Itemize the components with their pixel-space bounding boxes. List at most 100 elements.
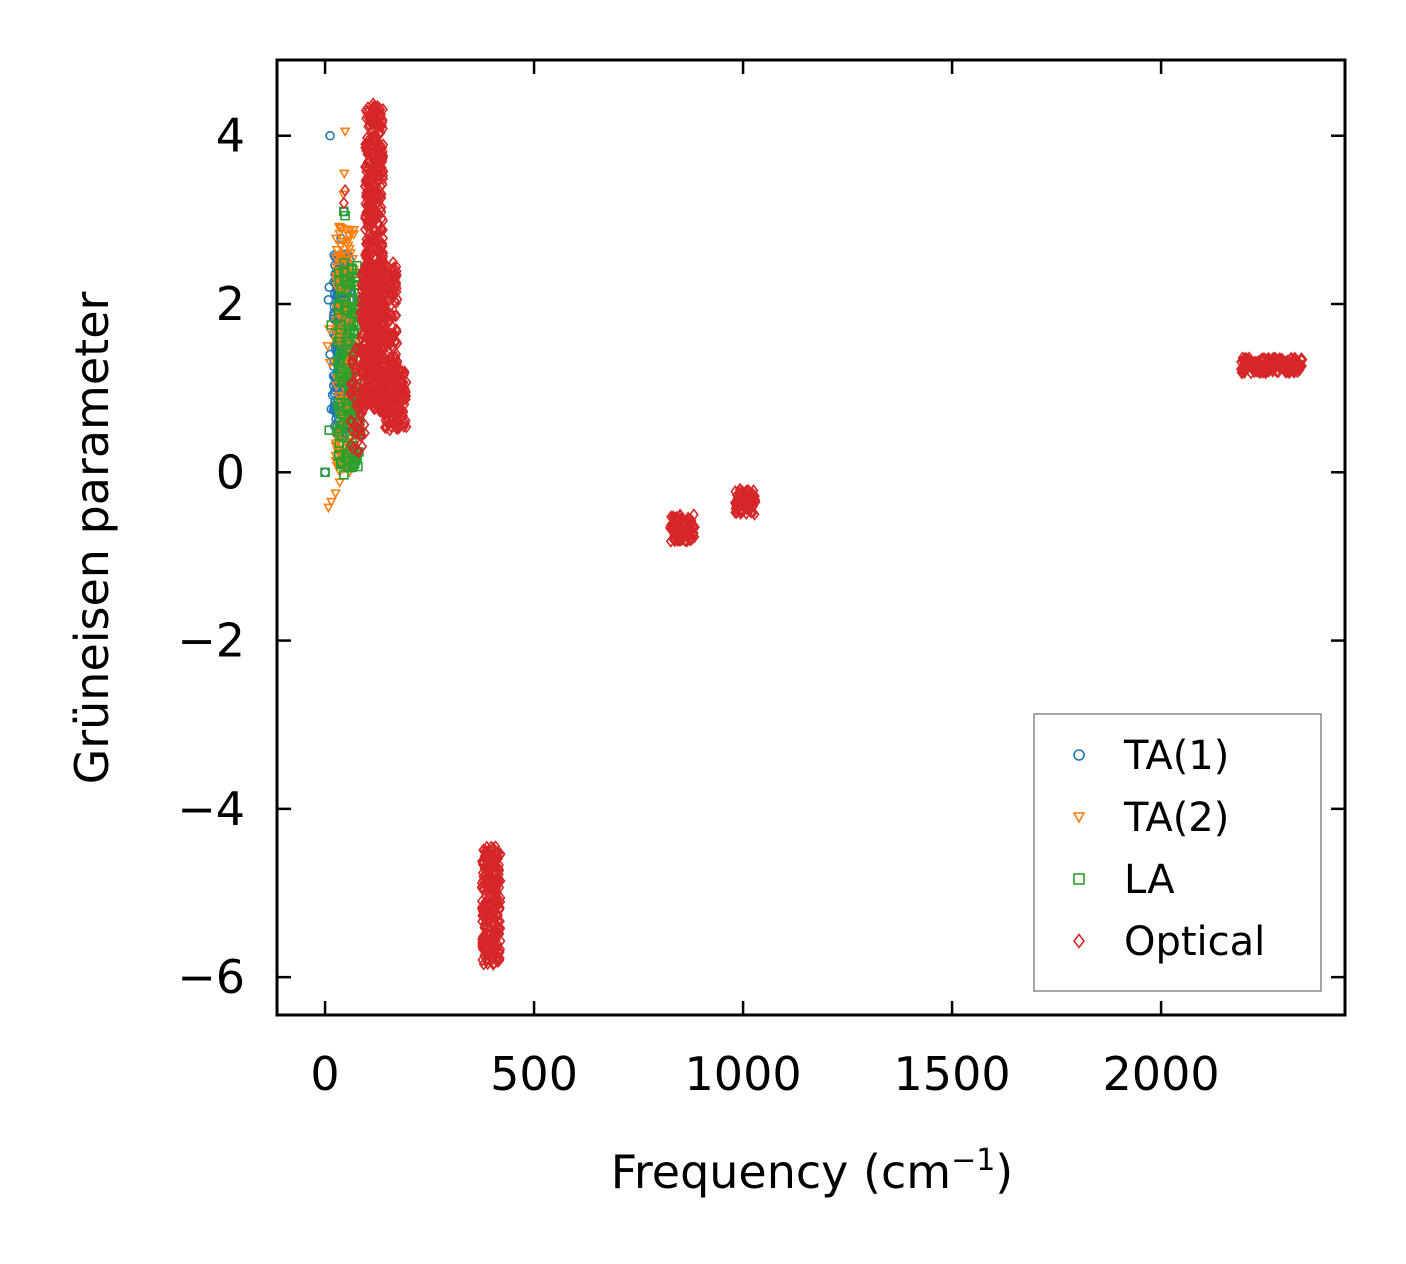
data-point xyxy=(397,381,408,395)
data-point xyxy=(361,186,372,200)
data-point xyxy=(479,861,490,875)
data-point xyxy=(391,322,402,337)
data-point xyxy=(365,197,376,211)
data-point xyxy=(370,189,381,203)
legend-item-ta-2-: TA(2) xyxy=(1072,795,1229,841)
data-point xyxy=(362,330,373,344)
data-point xyxy=(371,340,382,354)
data-point xyxy=(1260,364,1271,378)
data-point xyxy=(345,325,356,335)
data-point xyxy=(485,934,496,948)
data-point xyxy=(369,101,380,115)
data-point xyxy=(377,177,388,191)
data-point xyxy=(377,223,388,237)
data-point xyxy=(361,177,372,191)
data-point xyxy=(330,234,342,245)
data-point xyxy=(348,230,360,240)
data-point xyxy=(349,459,360,469)
y-axis-ticks: 4 2 0 −2 −4 −6 xyxy=(177,109,1345,1004)
data-point xyxy=(377,102,388,116)
data-point xyxy=(374,362,385,376)
data-point xyxy=(367,332,378,346)
data-point xyxy=(335,285,347,296)
data-point xyxy=(343,231,355,242)
data-point xyxy=(389,383,400,397)
data-point xyxy=(370,293,381,307)
x-tick-label: 2000 xyxy=(1103,1047,1220,1101)
legend-label: TA(1) xyxy=(1123,733,1229,779)
y-axis-label: Grüneisen parameter xyxy=(65,291,119,784)
data-point xyxy=(689,519,700,533)
data-point xyxy=(339,127,351,138)
data-point xyxy=(368,97,379,111)
data-point xyxy=(738,492,749,506)
data-point xyxy=(347,348,358,362)
data-point xyxy=(369,320,380,334)
data-point xyxy=(375,305,386,319)
data-point xyxy=(333,398,343,409)
data-point xyxy=(355,345,367,359)
data-point xyxy=(369,108,380,122)
data-point xyxy=(665,534,676,548)
y-tick-label: 0 xyxy=(216,445,245,499)
data-point xyxy=(348,376,359,390)
data-point xyxy=(388,255,399,269)
data-point xyxy=(480,912,491,926)
data-point xyxy=(368,229,379,243)
data-point xyxy=(334,371,345,382)
data-point xyxy=(362,297,373,311)
data-point xyxy=(335,291,346,301)
data-point xyxy=(390,376,401,390)
data-point xyxy=(363,350,374,364)
data-point xyxy=(335,351,346,361)
data-point xyxy=(353,414,364,428)
data-point xyxy=(1256,353,1267,367)
data-point xyxy=(1236,355,1247,369)
data-point xyxy=(347,254,359,265)
data-point xyxy=(398,405,409,419)
data-point xyxy=(482,921,493,935)
data-point xyxy=(731,502,743,516)
data-point xyxy=(494,872,505,886)
data-point xyxy=(334,268,344,279)
data-point xyxy=(480,853,491,867)
data-point xyxy=(492,937,503,951)
data-point xyxy=(340,276,351,286)
data-point xyxy=(325,497,337,508)
data-point xyxy=(494,902,505,916)
data-point xyxy=(390,276,401,290)
data-point xyxy=(481,954,492,968)
data-point xyxy=(320,467,330,478)
data-point xyxy=(367,218,378,232)
data-point xyxy=(333,312,344,323)
data-point xyxy=(338,169,350,180)
data-point xyxy=(347,265,357,275)
data-point xyxy=(495,847,506,861)
data-point xyxy=(359,402,370,416)
data-point xyxy=(1273,360,1284,374)
data-point xyxy=(335,319,346,330)
data-point xyxy=(490,927,501,941)
data-point xyxy=(674,528,685,542)
data-point xyxy=(374,149,385,163)
y-tick-label: −4 xyxy=(177,782,245,836)
data-point xyxy=(340,252,352,262)
data-point xyxy=(331,245,343,256)
data-point xyxy=(345,249,357,259)
data-point xyxy=(345,386,356,400)
data-point xyxy=(367,400,378,414)
data-point xyxy=(341,225,353,236)
data-point xyxy=(378,304,389,318)
data-point xyxy=(325,349,335,360)
data-point xyxy=(381,261,392,275)
data-point xyxy=(358,363,369,377)
data-point xyxy=(378,246,389,260)
data-point xyxy=(1237,351,1248,365)
data-point xyxy=(367,394,378,408)
data-point xyxy=(747,496,758,510)
data-point xyxy=(1255,365,1266,379)
x-axis-label: Frequency (cm−1) xyxy=(611,1143,1014,1199)
data-point xyxy=(740,501,751,515)
data-point xyxy=(729,496,740,510)
